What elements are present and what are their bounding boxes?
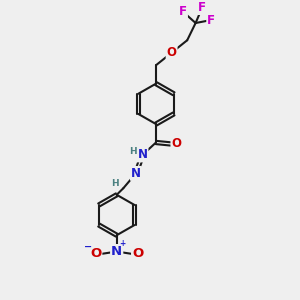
Text: F: F <box>207 14 215 26</box>
Text: O: O <box>90 248 101 260</box>
Text: H: H <box>129 147 137 156</box>
Text: F: F <box>179 5 187 18</box>
Text: H: H <box>111 179 119 188</box>
Text: +: + <box>120 239 126 248</box>
Text: −: − <box>84 242 93 251</box>
Text: F: F <box>198 1 206 14</box>
Text: O: O <box>132 248 143 260</box>
Text: O: O <box>167 46 177 59</box>
Text: N: N <box>137 148 148 161</box>
Text: N: N <box>111 245 122 258</box>
Text: N: N <box>131 167 141 180</box>
Text: O: O <box>171 137 182 151</box>
